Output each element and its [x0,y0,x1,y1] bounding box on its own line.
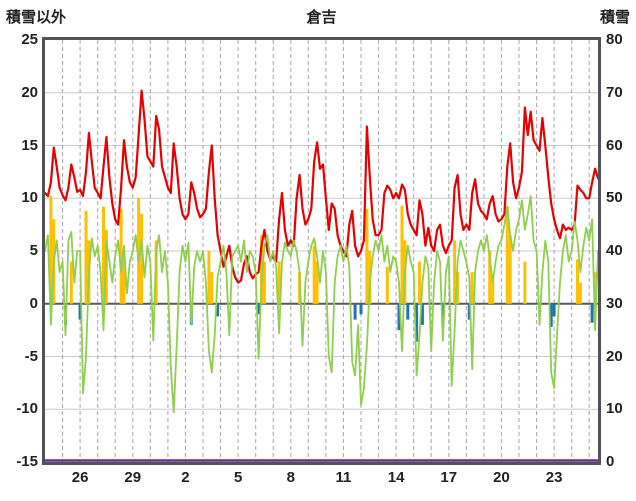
left-axis-tick: -15 [16,453,38,470]
left-axis-title: 積雪以外 [6,9,67,26]
x-axis-tick: 17 [440,469,458,486]
right-axis-tick: 40 [606,242,623,259]
x-axis-tick: 23 [545,469,563,486]
right-axis-tick: 0 [606,453,615,470]
x-axis-tick: 11 [335,469,352,486]
x-axis-tick: 14 [387,469,405,486]
left-axis-tick: -5 [24,347,38,365]
right-axis-tick: 20 [606,347,623,365]
left-axis-tick: -10 [16,400,38,418]
right-axis-title: 積雪 [599,9,630,26]
x-axis-tick: 2 [181,469,190,486]
x-axis-tick: 8 [286,469,295,486]
red-temperature-line [45,89,598,284]
x-axis-tick: 20 [493,469,510,486]
x-axis-tick: 5 [233,469,243,486]
green-line [45,195,598,414]
right-axis-tick: 30 [606,294,623,312]
right-axis-tick: 70 [606,83,623,101]
left-axis-tick: 25 [21,31,38,48]
right-axis-tick: 10 [606,400,623,418]
plot-frame [42,37,601,465]
plot-svg [45,40,598,462]
x-axis-tick: 29 [124,469,142,486]
chart-title: 倉吉 [306,9,337,26]
left-axis-tick: 15 [21,136,38,154]
x-axis-tick: 26 [71,469,89,486]
right-axis-tick: 60 [606,136,623,154]
left-axis-tick: 20 [21,83,38,101]
right-axis-tick: 50 [606,189,623,207]
left-axis-tick: 10 [21,189,38,207]
left-axis-tick: 0 [29,294,38,312]
right-axis-tick: 80 [606,31,623,48]
left-axis-tick: 5 [29,242,38,259]
